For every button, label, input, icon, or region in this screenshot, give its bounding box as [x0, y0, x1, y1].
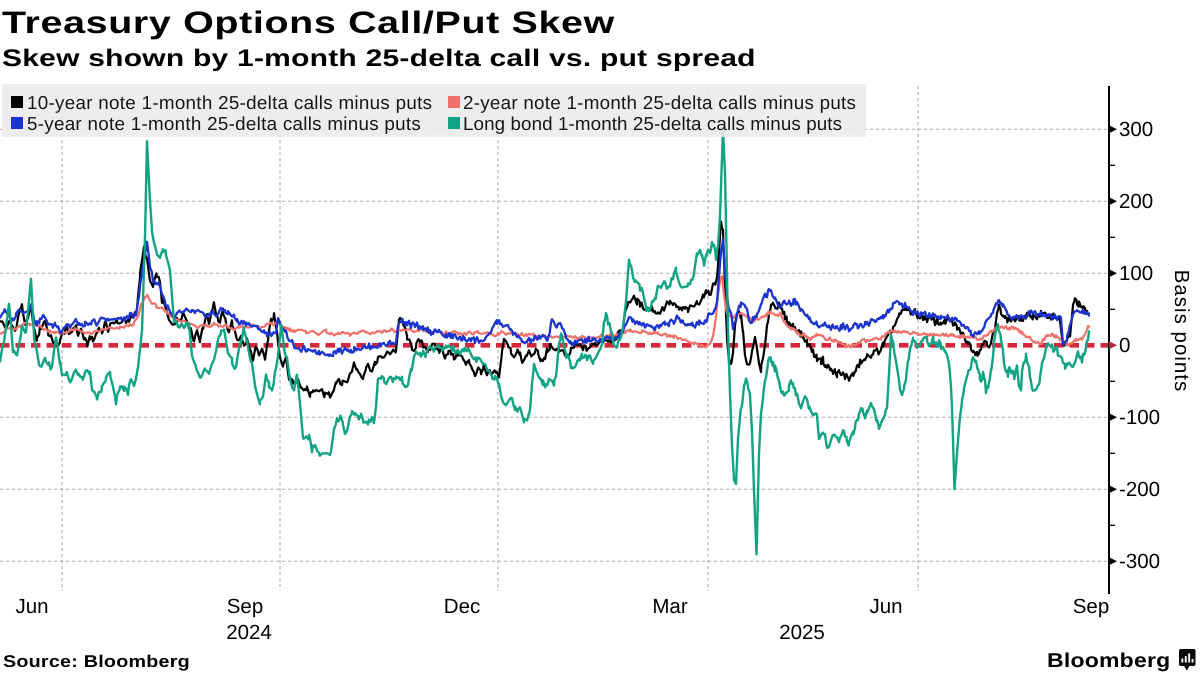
svg-text:Mar: Mar	[652, 595, 687, 618]
svg-text:Source: Bloomberg: Source: Bloomberg	[3, 652, 190, 671]
svg-text:2025: 2025	[779, 621, 825, 644]
svg-text:-300: -300	[1119, 550, 1160, 573]
svg-text:10-year note 1-month 25-delta: 10-year note 1-month 25-delta calls minu…	[27, 92, 432, 113]
svg-text:0: 0	[1119, 334, 1130, 357]
svg-text:Sep: Sep	[1073, 595, 1109, 618]
svg-text:Jun: Jun	[15, 595, 48, 618]
svg-text:2-year note 1-month 25-delta c: 2-year note 1-month 25-delta calls minus…	[463, 92, 856, 113]
svg-text:Bloomberg: Bloomberg	[1047, 650, 1170, 672]
svg-text:Sep: Sep	[227, 595, 263, 618]
svg-text:300: 300	[1119, 118, 1153, 141]
svg-text:200: 200	[1119, 190, 1153, 213]
svg-text:Jun: Jun	[869, 595, 902, 618]
svg-text:5-year note 1-month 25-delta c: 5-year note 1-month 25-delta calls minus…	[27, 113, 421, 134]
svg-text:100: 100	[1119, 262, 1153, 285]
svg-text:-200: -200	[1119, 478, 1160, 501]
svg-text:Treasury Options Call/Put Skew: Treasury Options Call/Put Skew	[2, 5, 615, 40]
svg-text:Long bond 1-month 25-delta cal: Long bond 1-month 25-delta calls minus p…	[463, 113, 842, 134]
svg-text:-100: -100	[1119, 406, 1160, 429]
svg-text:2024: 2024	[226, 621, 272, 644]
svg-text:Basis points: Basis points	[1170, 270, 1193, 393]
svg-text:Dec: Dec	[444, 595, 480, 618]
svg-text:Skew shown by 1-month 25-delta: Skew shown by 1-month 25-delta call vs. …	[2, 45, 756, 72]
